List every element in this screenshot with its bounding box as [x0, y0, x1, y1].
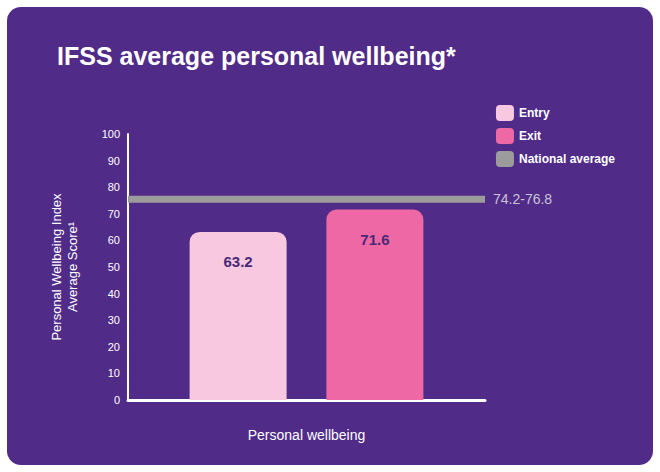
svg-text:90: 90 [108, 155, 120, 167]
svg-text:30: 30 [108, 314, 120, 326]
svg-text:10: 10 [108, 367, 120, 379]
svg-text:Personal Wellbeing Index: Personal Wellbeing Index [49, 193, 64, 341]
svg-text:Average Score¹: Average Score¹ [65, 221, 80, 312]
svg-text:71.6: 71.6 [360, 231, 389, 248]
svg-text:20: 20 [108, 341, 120, 353]
svg-text:63.2: 63.2 [224, 253, 253, 270]
svg-text:70: 70 [108, 208, 120, 220]
svg-text:IFSS average personal wellbein: IFSS average personal wellbeing* [57, 42, 456, 70]
svg-text:74.2-76.8: 74.2-76.8 [493, 191, 552, 207]
svg-text:50: 50 [108, 261, 120, 273]
svg-text:40: 40 [108, 288, 120, 300]
svg-text:60: 60 [108, 234, 120, 246]
svg-text:100: 100 [102, 128, 120, 140]
svg-text:0: 0 [114, 394, 120, 406]
svg-text:Exit: Exit [519, 129, 541, 143]
svg-text:Personal wellbeing: Personal wellbeing [248, 427, 366, 443]
svg-text:80: 80 [108, 181, 120, 193]
svg-text:Entry: Entry [519, 106, 550, 120]
svg-text:National average: National average [519, 152, 615, 166]
